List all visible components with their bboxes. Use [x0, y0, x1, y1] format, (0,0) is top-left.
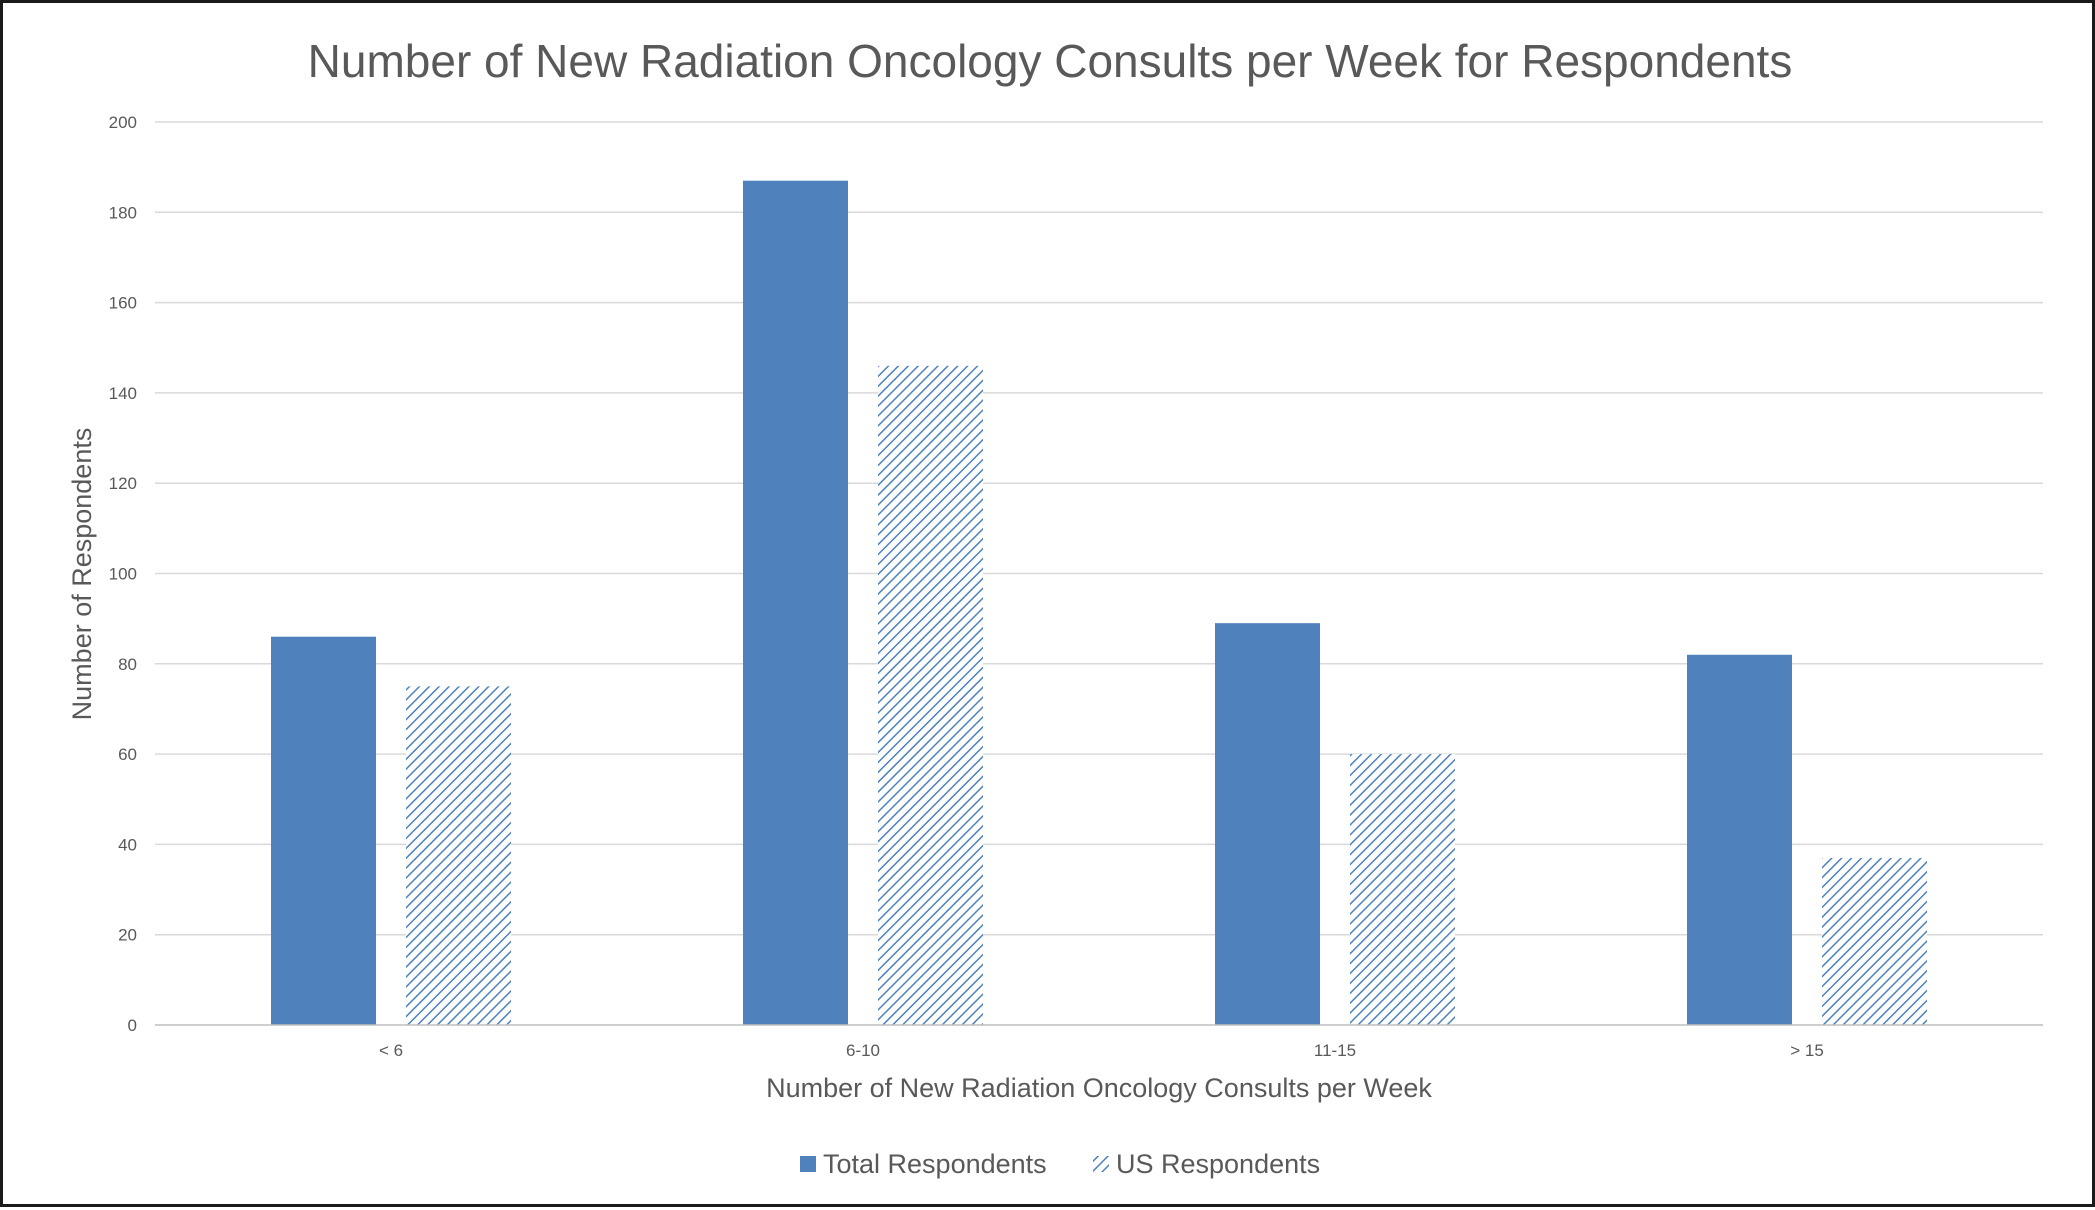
- y-tick-label: 80: [118, 655, 137, 674]
- y-tick-label: 180: [109, 203, 137, 222]
- y-tick-label: 40: [118, 835, 137, 854]
- bar-us-1: [878, 365, 983, 1025]
- x-tick-label: 11-15: [1314, 1041, 1356, 1060]
- y-tick-label: 200: [109, 113, 137, 132]
- bar-total-2: [1215, 623, 1320, 1025]
- bars: [271, 180, 1927, 1025]
- x-tick-label: 6-10: [846, 1041, 880, 1060]
- y-tick-label: 60: [118, 745, 137, 764]
- y-axis-tick-labels: 0 20 40 60 80 100 120 140 160 180 200: [109, 113, 137, 1035]
- bar-us-3: [1822, 857, 1927, 1025]
- y-tick-label: 120: [109, 474, 137, 493]
- x-tick-label: > 15: [1790, 1041, 1824, 1060]
- bar-us-2: [1350, 754, 1455, 1025]
- legend-swatch: [1093, 1156, 1109, 1172]
- x-axis-title: Number of New Radiation Oncology Consult…: [766, 1073, 1432, 1103]
- y-tick-label: 160: [109, 294, 137, 313]
- legend-label: US Respondents: [1116, 1149, 1320, 1179]
- bar-chart: Number of New Radiation Oncology Consult…: [67, 35, 2043, 1179]
- y-tick-label: 20: [118, 926, 137, 945]
- bar-us-0: [406, 686, 511, 1025]
- x-tick-label: < 6: [379, 1041, 403, 1060]
- legend-swatch: [800, 1156, 816, 1172]
- bar-total-3: [1687, 654, 1792, 1025]
- y-tick-label: 100: [109, 565, 137, 584]
- bar-total-1: [743, 180, 848, 1025]
- y-tick-label: 0: [128, 1016, 137, 1035]
- legend: Total Respondents US Respondents: [800, 1149, 1320, 1179]
- bar-total-0: [271, 636, 376, 1025]
- y-axis-title: Number of Respondents: [67, 428, 97, 721]
- y-tick-label: 140: [109, 384, 137, 403]
- x-axis-tick-labels: < 6 6-10 11-15 > 15: [379, 1041, 1824, 1060]
- chart-title: Number of New Radiation Oncology Consult…: [308, 35, 1793, 87]
- legend-label: Total Respondents: [823, 1149, 1047, 1179]
